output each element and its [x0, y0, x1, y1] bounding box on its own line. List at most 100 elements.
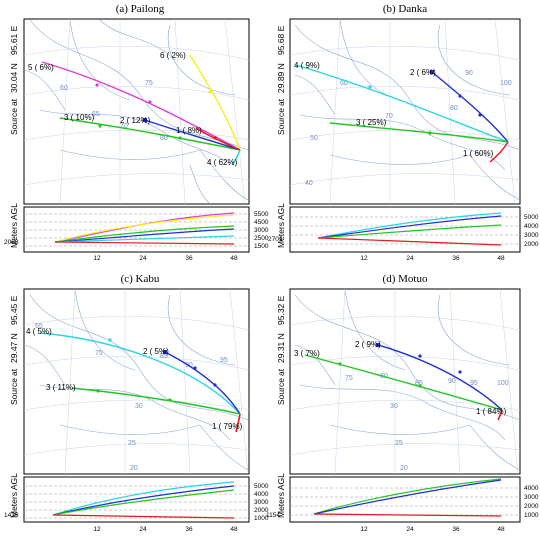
trajectory-marker	[376, 343, 380, 347]
cluster-label: 1 ( 84%)	[476, 407, 507, 416]
grid-label: 85	[160, 353, 168, 360]
trajectory-3	[59, 117, 241, 151]
height-tick: 4500	[254, 219, 269, 226]
grid-label: 80	[160, 135, 168, 142]
grid-label: 30	[390, 403, 398, 410]
panel-c: (c) Kabu 65 75 85	[4, 273, 269, 533]
source-location: Source at 29.47 N 95.45 E	[9, 295, 19, 405]
source-label: Source	[9, 378, 19, 405]
cluster-label: 2 ( 9%)	[355, 340, 381, 349]
trajectory-marker	[213, 383, 217, 387]
height-tick: 3000	[254, 227, 269, 234]
longitude: 95.61 E	[9, 25, 19, 55]
trajectory-4	[39, 332, 241, 415]
hour-tick: 24	[406, 526, 414, 533]
trajectory-marker	[178, 136, 182, 140]
panel-title: (b) Danka	[383, 3, 427, 15]
trajectory-marker	[96, 389, 100, 393]
trajectory-marker	[458, 94, 462, 98]
grid-label: 60	[60, 85, 68, 92]
trajectory-3	[304, 354, 503, 411]
height-tick: 1000	[524, 512, 539, 519]
axis-label: Meters AGL	[9, 473, 19, 518]
grid-label: 85	[415, 380, 423, 387]
latitude: 30.04 N	[9, 63, 19, 93]
hour-tick: 12	[93, 526, 101, 533]
at-label: at	[276, 368, 286, 376]
latitude: 29.31 N	[276, 333, 286, 363]
grid-label: 90	[448, 378, 456, 385]
trajectories	[304, 343, 503, 421]
trajectory-1	[497, 409, 503, 421]
trajectories	[39, 332, 241, 433]
trajectory-1	[235, 413, 241, 433]
trajectory-3	[71, 387, 241, 415]
panel-a: (a) Pailong	[4, 3, 269, 262]
trajectory-marker	[148, 100, 152, 104]
longitude: 95.32 E	[276, 295, 286, 325]
trajectory-marker	[168, 398, 172, 402]
grid-label: 30	[135, 403, 143, 410]
grid-label: 100	[497, 380, 509, 387]
height-tick: 1000	[254, 515, 269, 522]
grid-label: 20	[400, 465, 408, 472]
hour-tick: 48	[230, 526, 238, 533]
hour-tick: 48	[497, 255, 505, 262]
hour-tick: 48	[230, 255, 238, 262]
trajectory-marker	[213, 136, 217, 140]
grid-label: 75	[345, 375, 353, 382]
hour-tick: 24	[139, 255, 147, 262]
trajectory-3	[329, 122, 509, 143]
trajectory-marker	[108, 338, 112, 342]
panel-title: (a) Pailong	[116, 3, 165, 15]
at-label: at	[9, 98, 19, 106]
axis-label: Meters AGL	[9, 203, 19, 248]
height-tick: 3000	[524, 232, 539, 239]
height-tick: 2000	[254, 507, 269, 514]
cluster-label: 3 ( 10%)	[64, 113, 95, 122]
cluster-label: 3 ( 25%)	[356, 118, 387, 127]
height-tick: 2000	[524, 241, 539, 248]
trajectory-1	[195, 127, 241, 151]
at-label: at	[9, 368, 19, 376]
hour-tick: 12	[360, 526, 368, 533]
trajectory-marker	[418, 354, 422, 358]
axis-label: Meters AGL	[276, 473, 286, 518]
grid-label: 95	[470, 380, 478, 387]
trajectory-marker	[428, 131, 432, 135]
trajectory-marker	[98, 124, 102, 128]
trajectory-marker	[368, 85, 372, 89]
latitude: 29.47 N	[9, 333, 19, 363]
cluster-label: 5 ( 6%)	[28, 63, 54, 72]
grid-label: 80	[450, 105, 458, 112]
cluster-label: 6 ( 2%)	[160, 51, 186, 60]
hour-tick: 36	[452, 255, 460, 262]
height-profile: 1154 4000 3000 2000 1000 12 24 36 48 Met…	[266, 473, 539, 533]
grid-label: 65	[35, 323, 43, 330]
cluster-label: 2 ( 5%)	[143, 347, 169, 356]
cluster-label: 1 ( 79%)	[212, 422, 243, 431]
grid-label: 90	[465, 70, 473, 77]
grid-label: 20	[130, 465, 138, 472]
grid-label: 65	[92, 111, 100, 118]
grid-label: 75	[145, 80, 153, 87]
hour-tick: 48	[497, 526, 505, 533]
trajectory-2	[377, 344, 503, 411]
trajectory-6	[189, 54, 241, 151]
at-label: at	[276, 98, 286, 106]
trajectory-4	[231, 149, 241, 165]
height-tick: 4000	[524, 485, 539, 492]
panel-b: (b) Danka 60 70 80	[268, 3, 539, 262]
cluster-label: 3 ( 7%)	[294, 349, 320, 358]
cluster-label: 1 ( 60%)	[463, 149, 494, 158]
height-profile: 2058 5500 4500 3000 2500 1500 12 24 36 4…	[4, 203, 269, 262]
map-basemap	[290, 289, 520, 474]
grid-label: 25	[128, 440, 136, 447]
panel-d: (d) Motuo 75 80 85	[266, 273, 539, 533]
trajectory-marker	[95, 83, 99, 87]
trajectory-marker	[143, 118, 147, 122]
source-height: 2058	[4, 239, 19, 246]
grid-label: 70	[385, 113, 393, 120]
height-tick: 4000	[254, 491, 269, 498]
